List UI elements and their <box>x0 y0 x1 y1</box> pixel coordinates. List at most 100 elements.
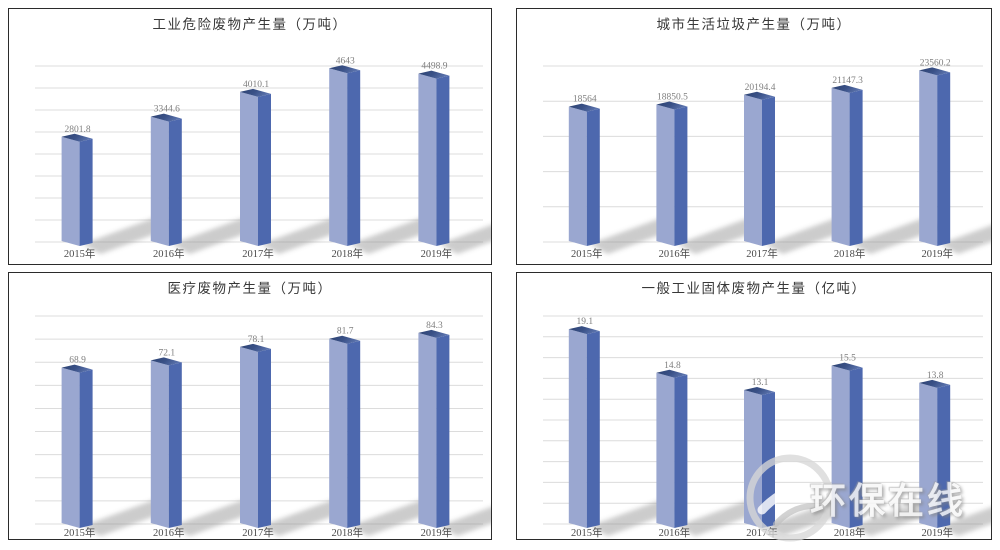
bar-value-label: 3344.6 <box>154 105 180 115</box>
x-axis-label: 2019年 <box>421 247 453 260</box>
bar-face-top <box>919 67 951 76</box>
bar-face-top <box>329 335 361 344</box>
bar-face-top <box>61 364 93 373</box>
bar-face-left <box>150 360 169 528</box>
chart-panel-industrial-solid-waste: 19.1 14.8 13.1 15.5 13.8 2015年 2016年 2017年 2018年… <box>516 272 992 540</box>
chart-title: 医疗废物产生量（万吨） <box>167 281 333 296</box>
bar-face-right <box>436 75 450 246</box>
bar-value-label: 21147.3 <box>832 76 863 86</box>
bar-face-top <box>568 103 600 112</box>
bar-face-right <box>347 70 361 246</box>
bar-face-top <box>240 88 271 97</box>
x-axis-label: 2015年 <box>571 526 603 539</box>
bar-value-label: 78.1 <box>248 335 265 345</box>
chart-title: 工业危险废物产生量（万吨） <box>152 17 348 32</box>
bar-value-label: 72.1 <box>158 348 175 358</box>
x-axis-label: 2019年 <box>921 247 953 260</box>
bar-face-left <box>568 106 587 246</box>
bar-face-left <box>150 116 169 247</box>
bar-face-top <box>568 326 600 335</box>
bar-face-right <box>347 340 361 528</box>
bar-shadow <box>82 500 172 536</box>
bar-face-top <box>919 379 951 388</box>
x-axis-label: 2018年 <box>834 247 866 260</box>
x-axis-label: 2017年 <box>746 526 778 539</box>
x-axis-label: 2016年 <box>659 247 691 260</box>
x-axis-label: 2018年 <box>331 526 363 539</box>
bar-face-right <box>258 348 271 528</box>
bar-face-right <box>937 384 951 528</box>
bar-face-top <box>656 369 688 378</box>
bar-face-right <box>168 118 182 246</box>
bar-value-label: 20194.4 <box>745 83 776 93</box>
x-axis-label: 2016年 <box>153 526 185 539</box>
bar-value-label: 68.9 <box>69 356 86 366</box>
bar-value-label: 19.1 <box>576 317 593 327</box>
bar-value-label: 13.1 <box>752 378 769 388</box>
x-axis-label: 2015年 <box>64 526 96 539</box>
bar-face-top <box>150 113 182 122</box>
hazardous-waste-chart-canvas: 2801.8 3344.6 4010.1 4643 4498.9 2015年 2016年 20… <box>35 56 491 260</box>
bar-face-left <box>919 70 938 246</box>
bar-face-right <box>168 362 182 528</box>
bar-value-label: 81.7 <box>337 327 354 337</box>
bar-face-right <box>79 369 93 528</box>
bar-value-label: 18850.5 <box>657 93 688 103</box>
bar-face-top <box>831 84 863 93</box>
bar-value-label: 23560.2 <box>920 58 951 68</box>
bar-face-right <box>762 96 775 246</box>
bar-shadow <box>261 218 350 254</box>
bar-value-label: 4498.9 <box>421 62 447 72</box>
bar-face-left <box>61 136 80 246</box>
bar-shadow <box>171 500 261 536</box>
bar-face-top <box>656 101 688 110</box>
bar-face-right <box>674 374 688 528</box>
bar-shadow <box>940 507 991 536</box>
bar-face-left <box>329 68 348 246</box>
industrial-solid-waste-chart-canvas: 19.1 14.8 13.1 15.5 13.8 2015年 2016年 2017年 2018年… <box>543 315 991 539</box>
bar-face-left <box>418 73 437 246</box>
medical-waste-chart-canvas: 68.9 72.1 78.1 81.7 84.3 2015年 2016年 2017年 2018年… <box>35 315 491 539</box>
bar-face-left <box>831 87 850 246</box>
bar-shadow <box>439 225 491 254</box>
bar-face-top <box>329 65 361 74</box>
bar-face-right <box>586 108 600 246</box>
bar-face-top <box>744 387 775 396</box>
bar-shadow <box>171 218 261 254</box>
x-axis-label: 2016年 <box>153 247 185 260</box>
x-axis-label: 2017年 <box>242 526 274 539</box>
chart-panel-medical-waste: 68.9 72.1 78.1 81.7 84.3 2015年 2016年 2017年 2018年… <box>8 272 492 540</box>
bar-face-right <box>586 331 600 528</box>
bar-face-left <box>919 382 938 528</box>
x-axis-label: 2017年 <box>242 247 274 260</box>
bar-face-left <box>61 367 80 528</box>
bar-face-top <box>744 91 775 100</box>
bar-value-label: 18564 <box>573 95 597 105</box>
bar-shadow <box>261 500 350 536</box>
bar-value-label: 4643 <box>336 56 355 66</box>
x-axis-label: 2018年 <box>331 247 363 260</box>
bar-face-right <box>849 89 863 246</box>
bar-face-top <box>61 133 93 142</box>
bar-value-label: 13.8 <box>927 371 944 381</box>
bar-face-right <box>258 93 271 246</box>
chart-panel-municipal-garbage: 18564 18850.5 20194.4 21147.3 23560.2 2015年 20… <box>516 8 992 265</box>
x-axis-label: 2015年 <box>64 247 96 260</box>
bar-face-left <box>744 390 762 528</box>
bar-value-label: 2801.8 <box>65 125 91 135</box>
bar-face-left <box>329 338 348 528</box>
chart-panel-industrial-hazardous-waste: 2801.8 3344.6 4010.1 4643 4498.9 2015年 2016年 20… <box>8 8 492 265</box>
x-axis-label: 2017年 <box>746 247 778 260</box>
bar-face-right <box>849 367 863 528</box>
bar-face-right <box>436 334 450 528</box>
x-axis-label: 2019年 <box>421 526 453 539</box>
bar-face-left <box>240 346 258 528</box>
bar-value-label: 84.3 <box>426 321 443 331</box>
bar-shadow <box>439 507 491 536</box>
bar-face-top <box>240 343 271 352</box>
x-axis-label: 2015年 <box>571 247 603 260</box>
x-axis-label: 2018年 <box>834 526 866 539</box>
municipal-garbage-chart-canvas: 18564 18850.5 20194.4 21147.3 23560.2 2015年 20… <box>543 58 991 260</box>
bar-face-left <box>418 332 437 528</box>
